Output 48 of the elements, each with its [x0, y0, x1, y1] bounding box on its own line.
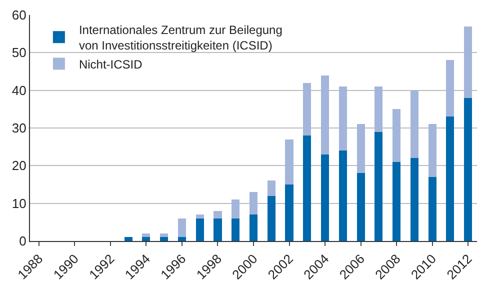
- bar: [464, 98, 472, 241]
- bar: [410, 158, 418, 241]
- bar: [338, 150, 347, 241]
- bar: [428, 176, 436, 241]
- y-tick-label: 50: [12, 45, 26, 60]
- bar: [303, 136, 312, 241]
- y-tick-label: 30: [12, 120, 26, 136]
- bar: [232, 218, 240, 241]
- legend-label: Nicht-ICSID: [78, 57, 143, 72]
- bar: [321, 154, 330, 241]
- bar: [356, 173, 365, 241]
- legend-label: Internationales Zentrum zur Beilegung von Investitionsstreitigkeiten (ICSID): [78, 22, 282, 53]
- bar: [392, 109, 401, 162]
- bar: [321, 75, 330, 154]
- bar: [392, 162, 401, 241]
- bar: [142, 233, 150, 238]
- bar: [303, 82, 312, 136]
- bar: [178, 237, 186, 241]
- bar: [410, 90, 418, 158]
- y-tick-label: 0: [19, 234, 26, 249]
- bar: [267, 180, 276, 196]
- bar: [178, 218, 186, 238]
- bar: [374, 86, 383, 132]
- bar: [160, 237, 168, 241]
- bar: [214, 210, 222, 218]
- bar: [232, 200, 240, 218]
- y-tick-label: 20: [12, 158, 26, 174]
- bar: [267, 196, 276, 241]
- bar: [160, 233, 168, 238]
- bar: [446, 116, 454, 241]
- bar: [196, 214, 204, 218]
- y-tick-label: 60: [12, 8, 26, 23]
- bar: [446, 60, 454, 117]
- bar: [338, 86, 347, 151]
- bar: [124, 237, 132, 241]
- bar: [249, 214, 258, 241]
- bar: [374, 132, 383, 241]
- bar: [285, 139, 294, 184]
- bar: [285, 184, 294, 241]
- bar: [196, 218, 204, 241]
- bar: [142, 237, 150, 241]
- bar: [249, 192, 258, 215]
- bar: [356, 124, 365, 174]
- bar: [428, 124, 436, 177]
- bar: [214, 218, 222, 241]
- y-tick-label: 40: [12, 82, 26, 98]
- y-tick-label: 10: [12, 196, 26, 211]
- bar: [464, 26, 472, 98]
